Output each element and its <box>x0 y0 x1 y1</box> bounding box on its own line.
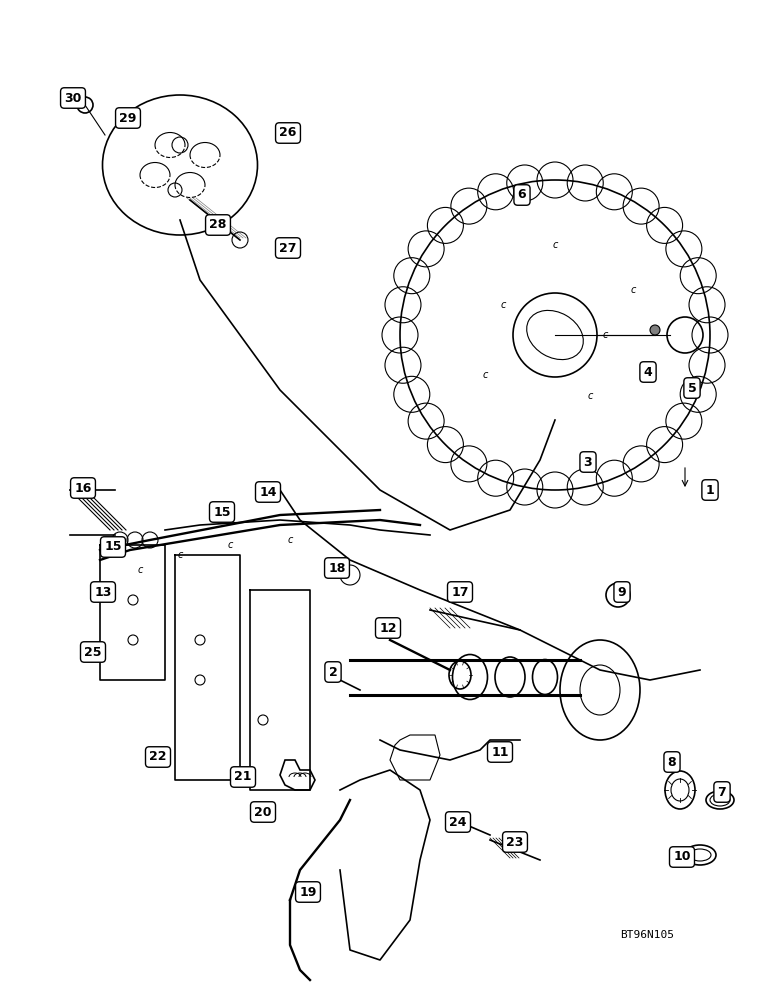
Text: 24: 24 <box>449 816 467 828</box>
Text: 3: 3 <box>584 456 592 468</box>
Text: 16: 16 <box>74 482 92 494</box>
Text: 5: 5 <box>688 381 696 394</box>
Text: c: c <box>287 535 293 545</box>
Text: 6: 6 <box>518 188 527 202</box>
Text: 21: 21 <box>234 770 252 784</box>
Text: c: c <box>552 240 557 250</box>
Text: 9: 9 <box>618 585 626 598</box>
Text: 22: 22 <box>149 750 167 764</box>
Text: 2: 2 <box>329 666 337 678</box>
Text: 8: 8 <box>668 756 676 768</box>
Text: 18: 18 <box>328 562 346 574</box>
Text: 10: 10 <box>673 850 691 863</box>
Text: BT96N105: BT96N105 <box>620 930 674 940</box>
Text: 25: 25 <box>84 646 102 658</box>
Text: c: c <box>178 550 183 560</box>
Text: 26: 26 <box>279 126 296 139</box>
Text: 23: 23 <box>506 836 523 848</box>
Text: 14: 14 <box>259 486 276 498</box>
Text: 28: 28 <box>209 219 227 232</box>
Text: c: c <box>227 540 232 550</box>
Text: c: c <box>602 330 608 340</box>
Polygon shape <box>390 735 440 780</box>
Text: 4: 4 <box>644 365 652 378</box>
Text: c: c <box>483 370 489 380</box>
Text: c: c <box>630 285 635 295</box>
Text: 17: 17 <box>452 585 469 598</box>
Text: c: c <box>500 300 506 310</box>
Text: 15: 15 <box>104 540 122 554</box>
Text: c: c <box>137 565 143 575</box>
Text: 13: 13 <box>94 585 112 598</box>
Text: 29: 29 <box>120 111 137 124</box>
Text: 1: 1 <box>706 484 714 496</box>
Text: 30: 30 <box>64 92 82 104</box>
Text: 12: 12 <box>379 621 397 635</box>
Text: 20: 20 <box>254 806 272 818</box>
Text: 15: 15 <box>213 506 231 518</box>
Text: c: c <box>587 391 593 401</box>
Polygon shape <box>280 760 315 790</box>
Text: 11: 11 <box>491 746 509 758</box>
Text: 27: 27 <box>279 241 296 254</box>
Text: 19: 19 <box>300 886 317 898</box>
Text: 7: 7 <box>718 786 726 798</box>
Circle shape <box>650 325 660 335</box>
